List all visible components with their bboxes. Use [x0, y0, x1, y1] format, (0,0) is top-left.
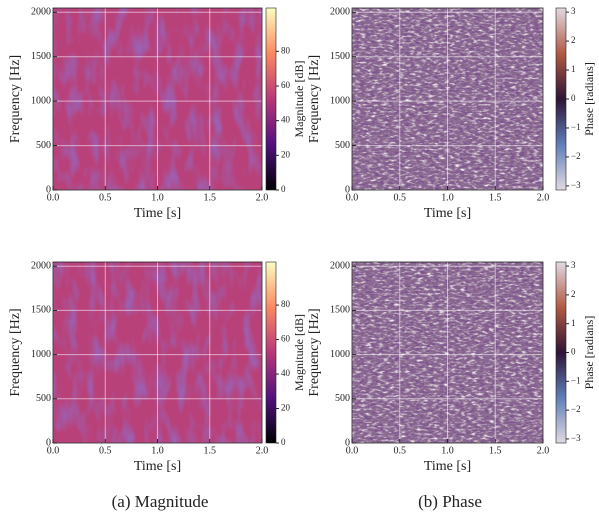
plot-frame [52, 7, 263, 191]
colorbar [265, 7, 277, 191]
colorbar-tick-label: −2 [571, 151, 581, 161]
colorbar-tick-label: 60 [281, 80, 291, 90]
colorbar-tick-label: 80 [281, 299, 291, 309]
colorbar-tick-label: 0 [281, 184, 286, 194]
y-axis-label: Frequency [Hz] [307, 55, 322, 143]
colorbar [555, 7, 567, 191]
colorbar-tick-label: 3 [571, 260, 576, 270]
x-tick-label: 1.0 [441, 445, 454, 456]
x-axis-label: Time [s] [424, 459, 471, 474]
y-tick-label: 0 [345, 184, 350, 195]
caption: (a) Magnitude [112, 492, 209, 511]
caption: (b) Phase [418, 492, 482, 511]
plot-frame [351, 7, 544, 191]
colorbar-tick-label: 2 [571, 35, 576, 45]
colorbar-tick-label: −1 [571, 375, 581, 385]
y-tick-label: 500 [335, 393, 350, 404]
y-tick-label: 1500 [31, 51, 51, 62]
y-tick-label: 2000 [330, 261, 350, 272]
x-tick-label: 2.0 [537, 192, 550, 203]
x-axis-label: Time [s] [424, 206, 471, 221]
colorbar-tick-label: 40 [281, 368, 291, 378]
colorbar-tick-label: −3 [571, 433, 581, 443]
colorbar-tick-label: 1 [571, 64, 576, 74]
x-tick-label: 0.5 [394, 192, 407, 203]
x-tick-label: 1.5 [204, 445, 217, 456]
x-tick-label: 1.5 [489, 192, 502, 203]
y-axis-label: Frequency [Hz] [307, 308, 322, 396]
x-axis-label: Time [s] [134, 206, 181, 221]
x-tick-label: 1.0 [441, 192, 454, 203]
x-tick-label: 0.0 [47, 192, 60, 203]
x-tick-label: 1.0 [151, 445, 164, 456]
y-tick-label: 0 [46, 437, 51, 448]
y-tick-label: 0 [345, 437, 350, 448]
x-tick-label: 2.0 [256, 445, 269, 456]
x-tick-label: 0.5 [394, 445, 407, 456]
x-tick-label: 0.0 [47, 445, 60, 456]
colorbar-tick-label: −2 [571, 404, 581, 414]
colorbar-label: Magnitude [dB] [292, 314, 306, 391]
x-tick-label: 1.5 [204, 192, 217, 203]
y-tick-label: 1500 [31, 305, 51, 316]
colorbar-label: Phase [radians] [582, 316, 596, 390]
colorbar-tick-label: 2 [571, 289, 576, 299]
y-tick-label: 500 [335, 140, 350, 151]
y-tick-label: 2000 [330, 7, 350, 18]
y-tick-label: 500 [36, 393, 51, 404]
x-tick-label: 0.0 [346, 445, 359, 456]
x-tick-label: 0.5 [99, 192, 112, 203]
colorbar-tick-label: 0 [571, 93, 576, 103]
x-tick-label: 0.5 [99, 445, 112, 456]
y-tick-label: 1500 [330, 305, 350, 316]
colorbar-tick-label: 60 [281, 334, 291, 344]
y-axis-label: Frequency [Hz] [8, 308, 23, 396]
colorbar-tick-label: 0 [571, 347, 576, 357]
colorbar-tick-label: 40 [281, 115, 291, 125]
x-tick-label: 2.0 [256, 192, 269, 203]
y-tick-label: 1500 [330, 51, 350, 62]
y-tick-label: 0 [46, 184, 51, 195]
plot-frame [351, 261, 544, 444]
x-axis-label: Time [s] [134, 459, 181, 474]
x-tick-label: 1.5 [489, 445, 502, 456]
colorbar-tick-label: −1 [571, 122, 581, 132]
colorbar-tick-label: 20 [281, 403, 291, 413]
plot-frame [52, 261, 263, 444]
colorbar [555, 261, 567, 444]
colorbar-label: Phase [radians] [582, 62, 596, 136]
y-tick-label: 1000 [330, 95, 350, 106]
x-tick-label: 2.0 [537, 445, 550, 456]
colorbar [265, 261, 277, 444]
y-tick-label: 1000 [31, 95, 51, 106]
y-tick-label: 2000 [31, 261, 51, 272]
colorbar-tick-label: 1 [571, 318, 576, 328]
y-tick-label: 1000 [31, 349, 51, 360]
y-tick-label: 2000 [31, 7, 51, 18]
colorbar-tick-label: 3 [571, 6, 576, 16]
x-tick-label: 0.0 [346, 192, 359, 203]
colorbar-label: Magnitude [dB] [292, 61, 306, 138]
y-tick-label: 500 [36, 140, 51, 151]
colorbar-tick-label: 20 [281, 149, 291, 159]
colorbar-tick-label: 0 [281, 437, 286, 447]
colorbar-tick-label: −3 [571, 180, 581, 190]
y-axis-label: Frequency [Hz] [8, 55, 23, 143]
colorbar-tick-label: 80 [281, 45, 291, 55]
x-tick-label: 1.0 [151, 192, 164, 203]
y-tick-label: 1000 [330, 349, 350, 360]
